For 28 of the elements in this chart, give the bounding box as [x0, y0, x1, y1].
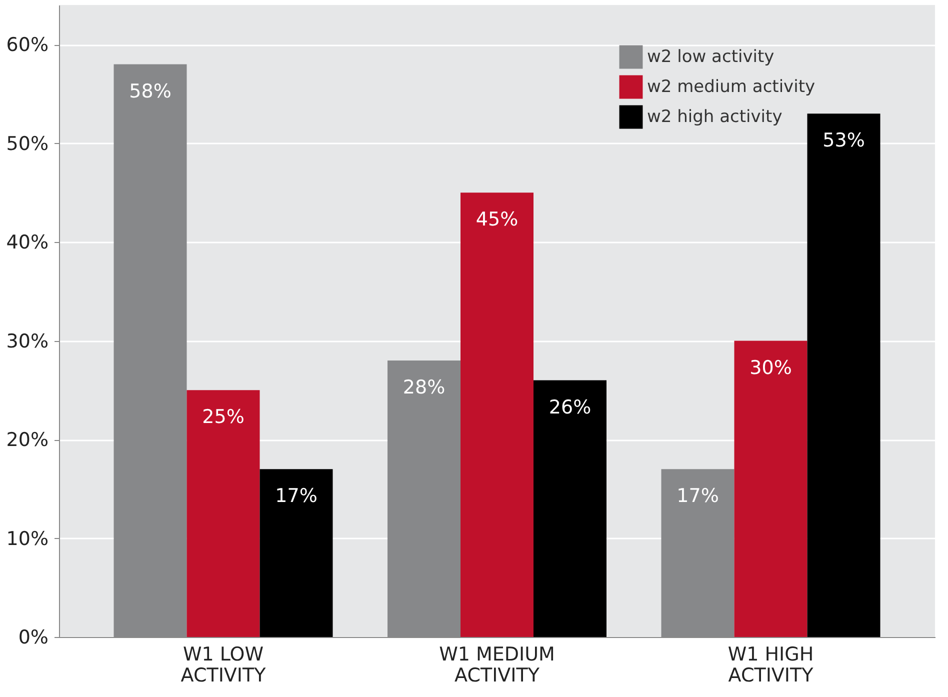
bar [260, 469, 333, 637]
data-label: 17% [275, 485, 318, 508]
y-tick-label: 20% [6, 429, 48, 451]
legend-label: w2 medium activity [647, 77, 816, 97]
data-label: 17% [676, 485, 719, 508]
legend-label: w2 low activity [647, 47, 774, 67]
y-tick-label: 10% [6, 528, 48, 550]
bar [734, 340, 808, 637]
data-label: 30% [750, 356, 792, 379]
data-label: 28% [402, 376, 446, 398]
bar [534, 380, 606, 637]
bar [460, 192, 534, 637]
x-tick-label: W1 MEDIUM ACTIVITY [439, 644, 555, 686]
y-tick-label: 50% [6, 132, 48, 155]
x-tick-label: W1 LOW ACTIVITY [180, 644, 266, 686]
bar [807, 114, 880, 637]
x-tick-label: W1 HIGH ACTIVITY [728, 644, 814, 686]
y-tick-label: 40% [6, 232, 48, 254]
legend-label: w2 high activity [647, 107, 782, 127]
data-label: 58% [129, 80, 172, 102]
bar [186, 390, 260, 637]
y-tick-label: 0% [18, 626, 48, 648]
data-label: 45% [476, 208, 518, 231]
y-tick-label: 30% [6, 330, 48, 352]
data-label: 25% [202, 406, 244, 428]
y-tick-label: 60% [6, 34, 48, 56]
data-label: 53% [822, 130, 865, 152]
data-label: 26% [548, 396, 592, 418]
